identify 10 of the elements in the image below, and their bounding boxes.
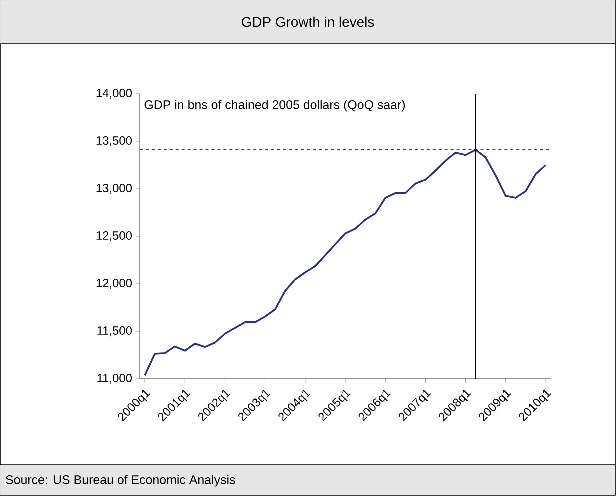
y-tick-label: 13,500 <box>96 136 132 146</box>
y-tick-label: 13,000 <box>96 184 132 194</box>
annotation: GDP in bns of chained 2005 dollars (QoQ saar) <box>144 100 406 112</box>
y-tick-label: 14,000 <box>96 89 132 99</box>
y-tick-label: 12,000 <box>96 279 132 289</box>
y-tick-label: 11,000 <box>98 374 132 384</box>
chart-title: GDP Growth in levels <box>242 16 374 28</box>
y-tick-label: 12,500 <box>96 232 132 242</box>
y-tick-label: 11,500 <box>98 326 132 336</box>
source-note: Source: US Bureau of Economic Analysis <box>6 475 236 487</box>
